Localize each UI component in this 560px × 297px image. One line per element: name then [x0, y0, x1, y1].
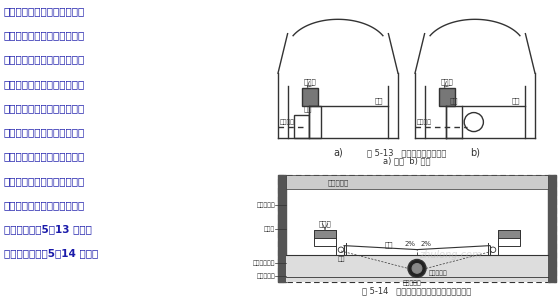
Text: 防水层: 防水层: [264, 226, 275, 232]
Bar: [498, 230, 520, 246]
Text: b): b): [470, 148, 480, 158]
Text: 排衬砌背后的地下水外，还可: 排衬砌背后的地下水外，还可: [4, 127, 85, 137]
Text: 图 5-13   公路隧道侧边沟形式: 图 5-13 公路隧道侧边沟形式: [367, 148, 446, 158]
Circle shape: [412, 263, 422, 273]
Text: 排水暗管: 排水暗管: [417, 120, 432, 125]
Bar: [498, 230, 520, 238]
Bar: [314, 230, 336, 246]
Text: 环向导水管: 环向导水管: [256, 203, 275, 208]
Bar: [302, 88, 318, 106]
Text: 电缆槽: 电缆槽: [304, 78, 316, 85]
Text: 议设置中心水沟，它除了能引: 议设置中心水沟，它除了能引: [4, 103, 85, 113]
Text: 2%: 2%: [421, 241, 432, 247]
Text: 暗沟: 暗沟: [303, 105, 312, 112]
Bar: [286, 255, 548, 282]
Bar: [314, 230, 336, 238]
Text: 明沟: 明沟: [337, 257, 345, 262]
Text: 排水暗管: 排水暗管: [280, 120, 295, 125]
Circle shape: [464, 113, 483, 132]
Text: 路面: 路面: [375, 97, 383, 103]
Text: 中心排水管: 中心排水管: [429, 271, 448, 276]
Text: 中心水沟外，一般情况下都建: 中心水沟外，一般情况下都建: [4, 79, 85, 89]
Bar: [293, 115, 309, 138]
Circle shape: [408, 260, 426, 277]
Text: 明沟: 明沟: [450, 97, 458, 103]
Text: a): a): [333, 148, 343, 158]
Text: 路面: 路面: [385, 242, 393, 248]
Bar: [548, 175, 556, 282]
Text: 而路侧边沟的作用主要是排除: 而路侧边沟的作用主要是排除: [4, 176, 85, 186]
Text: 2%: 2%: [405, 241, 416, 247]
Text: 路面: 路面: [511, 97, 520, 103]
Text: 水量不大的中、短隧道可不设: 水量不大的中、短隧道可不设: [4, 54, 85, 64]
Text: 电缆槽: 电缆槽: [319, 220, 332, 227]
Bar: [498, 230, 520, 238]
Bar: [314, 230, 336, 238]
Bar: [286, 175, 548, 189]
Text: 模筑混凝土: 模筑混凝土: [328, 179, 349, 186]
Text: 有效地疏导路面底部的积水。: 有效地疏导路面底部的积水。: [4, 151, 85, 162]
Text: 路面污水，其形式有明沟与暗: 路面污水，其形式有明沟与暗: [4, 200, 85, 210]
Text: 墙背纵向盲管: 墙背纵向盲管: [253, 260, 275, 266]
Text: 图 5-14   公路隧道双侧排水沟与中心排水沟: 图 5-14 公路隧道双侧排水沟与中心排水沟: [362, 286, 472, 295]
Text: 横向导水管: 横向导水管: [403, 280, 421, 286]
Text: zhulong.com: zhulong.com: [419, 249, 481, 260]
Text: 中心排水沟如图5－14 所示。: 中心排水沟如图5－14 所示。: [4, 249, 98, 259]
Bar: [309, 106, 321, 138]
Text: 横向导水管: 横向导水管: [256, 273, 275, 279]
Text: 侧、中心式三种形式。除地下: 侧、中心式三种形式。除地下: [4, 30, 85, 40]
Text: a) 暗沟  b) 明沟: a) 暗沟 b) 明沟: [382, 157, 430, 165]
Text: 电缆槽: 电缆槽: [440, 78, 453, 85]
Bar: [278, 175, 556, 282]
Bar: [278, 175, 286, 282]
Text: 隧道纵向排水沟，有单侧、双: 隧道纵向排水沟，有单侧、双: [4, 6, 85, 16]
Text: 沟两种，如图5－13 所示。: 沟两种，如图5－13 所示。: [4, 224, 92, 234]
Bar: [439, 88, 455, 106]
